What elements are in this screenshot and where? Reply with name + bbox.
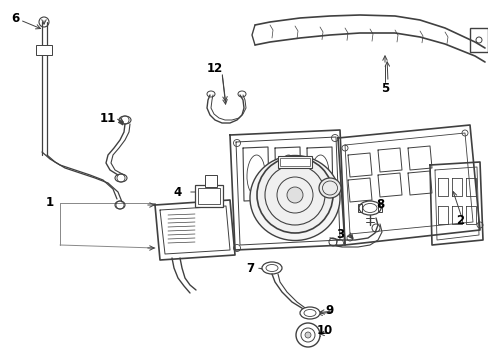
- Text: 7: 7: [245, 261, 254, 274]
- Ellipse shape: [358, 201, 380, 215]
- Text: 1: 1: [46, 197, 54, 210]
- Ellipse shape: [119, 116, 131, 124]
- Bar: [198, 188, 220, 204]
- Bar: [195, 185, 223, 207]
- Bar: [357, 204, 361, 212]
- Bar: [204, 175, 217, 187]
- Text: 9: 9: [325, 303, 333, 316]
- Bar: [280, 158, 309, 166]
- Bar: [377, 204, 381, 212]
- Ellipse shape: [318, 178, 340, 198]
- Ellipse shape: [299, 307, 319, 319]
- Text: 3: 3: [335, 229, 344, 242]
- Circle shape: [257, 157, 332, 233]
- Circle shape: [295, 323, 319, 347]
- Text: 5: 5: [380, 81, 388, 94]
- Text: 4: 4: [174, 185, 182, 198]
- Ellipse shape: [249, 156, 339, 240]
- Text: 11: 11: [100, 112, 116, 125]
- Circle shape: [286, 187, 303, 203]
- Ellipse shape: [262, 262, 282, 274]
- Text: 8: 8: [375, 198, 384, 211]
- Bar: [36, 45, 52, 55]
- Bar: [469, 28, 487, 52]
- Text: 2: 2: [455, 213, 463, 226]
- Text: 10: 10: [316, 324, 332, 337]
- Bar: [278, 156, 311, 168]
- Circle shape: [305, 332, 310, 338]
- Text: 12: 12: [206, 62, 223, 75]
- Text: 6: 6: [11, 12, 19, 24]
